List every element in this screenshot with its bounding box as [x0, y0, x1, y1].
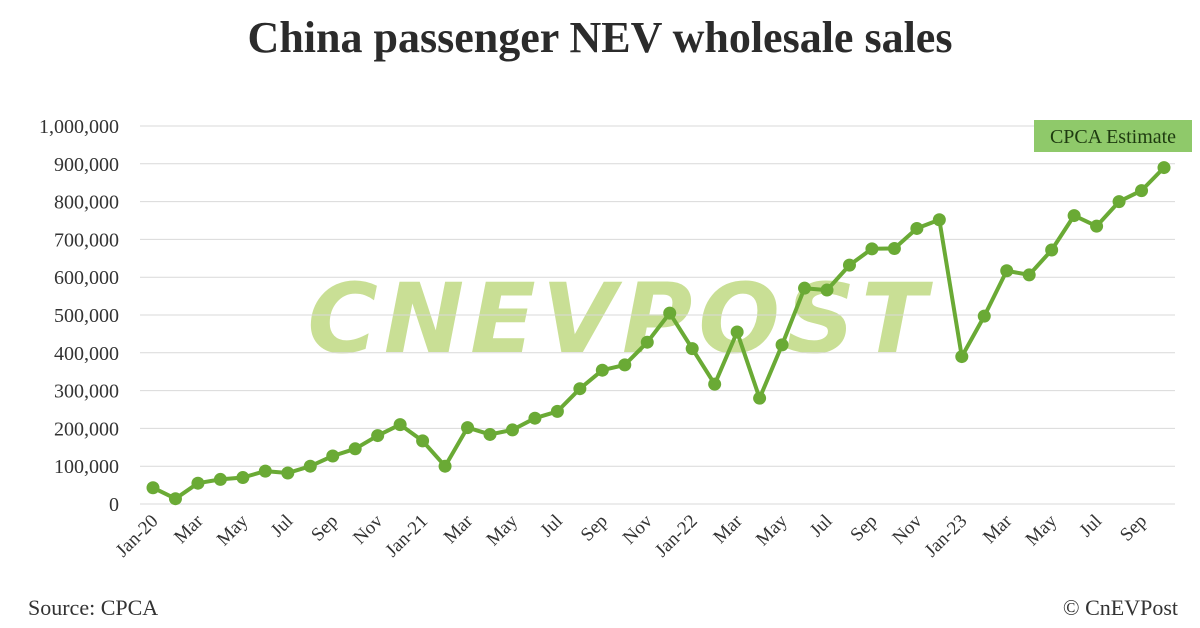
- y-tick-label: 200,000: [54, 418, 119, 440]
- data-point: [416, 434, 430, 448]
- data-point: [1090, 219, 1104, 233]
- data-point: [798, 281, 812, 295]
- y-tick-label: 900,000: [54, 154, 119, 176]
- x-tick-label: Sep: [307, 511, 342, 546]
- data-point: [775, 338, 789, 352]
- y-tick-label: 400,000: [54, 343, 119, 365]
- x-tick-label: Sep: [577, 511, 612, 546]
- data-point: [393, 418, 407, 432]
- x-tick-label: Sep: [846, 511, 881, 546]
- x-tick-label: Sep: [1116, 511, 1151, 546]
- data-point: [1112, 195, 1126, 209]
- x-tick-label: Nov: [888, 510, 926, 548]
- series-line: [151, 165, 1166, 501]
- y-tick-label: 300,000: [54, 381, 119, 403]
- data-point: [595, 363, 609, 377]
- x-tick-label: May: [1022, 510, 1062, 550]
- x-tick-label: Jan-21: [381, 511, 432, 562]
- data-point: [865, 242, 879, 256]
- annotation-layer: CPCA Estimate: [1034, 120, 1192, 152]
- data-point: [1022, 268, 1036, 282]
- data-point: [371, 429, 385, 443]
- data-point: [168, 492, 182, 506]
- x-tick-label: Jul: [267, 511, 298, 542]
- x-tick-label: Jul: [536, 511, 567, 542]
- data-point: [685, 342, 699, 356]
- x-tick-label: Mar: [979, 510, 1017, 548]
- annotation-label: CPCA Estimate: [1050, 126, 1176, 148]
- data-point: [887, 241, 901, 255]
- x-tick-label: Mar: [440, 510, 478, 548]
- x-tick-label: Mar: [709, 510, 747, 548]
- data-point: [1045, 243, 1059, 257]
- data-point: [842, 258, 856, 272]
- data-point: [550, 404, 564, 418]
- data-point: [955, 350, 969, 364]
- data-point: [236, 471, 250, 485]
- data-point: [483, 427, 497, 441]
- data-point: [1067, 209, 1081, 223]
- data-point: [505, 423, 519, 437]
- source-note: Source: CPCA: [28, 595, 159, 620]
- data-point: [438, 459, 452, 473]
- data-point: [708, 377, 722, 391]
- data-point: [281, 466, 295, 480]
- data-point: [258, 464, 272, 478]
- data-point: [1000, 264, 1014, 278]
- y-tick-label: 100,000: [54, 456, 119, 478]
- data-point: [910, 221, 924, 235]
- data-point: [213, 472, 227, 486]
- y-axis-tick-labels: 0 100,000 200,000 300,000 400,000 500,000 600,…: [39, 116, 119, 516]
- x-tick-label: Mar: [170, 510, 208, 548]
- data-point: [528, 411, 542, 425]
- data-point: [932, 213, 946, 227]
- y-tick-label: 600,000: [54, 267, 119, 289]
- annotation-box: [1034, 120, 1192, 152]
- data-point: [573, 382, 587, 396]
- x-tick-label: Jul: [1076, 511, 1107, 542]
- data-point: [348, 442, 362, 456]
- data-point: [663, 306, 677, 320]
- watermark-text: CNEVPOST: [307, 263, 933, 375]
- copyright-note: © CnEVPost: [1062, 595, 1178, 620]
- data-point: [977, 309, 991, 323]
- data-point: [461, 421, 475, 435]
- data-point: [1135, 184, 1149, 198]
- y-tick-label: 700,000: [54, 229, 119, 251]
- data-point: [1157, 161, 1171, 175]
- x-tick-label: Jan-23: [921, 511, 972, 562]
- data-point: [146, 481, 160, 495]
- gridlines: [140, 125, 1175, 505]
- x-tick-label: Jul: [806, 511, 837, 542]
- data-point-markers: [146, 161, 1171, 506]
- x-tick-label: May: [483, 510, 523, 550]
- x-tick-label: May: [213, 510, 253, 550]
- y-tick-label: 1,000,000: [39, 116, 119, 138]
- chart-title: China passenger NEV wholesale sales: [247, 13, 953, 62]
- x-tick-label: May: [752, 510, 792, 550]
- x-tick-label: Nov: [619, 510, 657, 548]
- data-point: [303, 459, 317, 473]
- y-tick-label: 500,000: [54, 305, 119, 327]
- data-point: [191, 476, 205, 490]
- data-point: [618, 358, 632, 372]
- x-tick-label: Jan-22: [651, 511, 702, 562]
- y-tick-label: 800,000: [54, 192, 119, 214]
- watermark-layer: CNEVPOST: [307, 263, 933, 375]
- series-line-layer: [151, 165, 1166, 501]
- y-tick-label: 0: [109, 494, 119, 516]
- x-tick-label: Jan-20: [112, 511, 163, 562]
- data-point: [730, 325, 744, 339]
- data-point: [753, 391, 767, 405]
- data-point: [820, 283, 834, 297]
- data-point: [640, 335, 654, 349]
- x-tick-label: Nov: [349, 510, 387, 548]
- data-point: [326, 449, 340, 463]
